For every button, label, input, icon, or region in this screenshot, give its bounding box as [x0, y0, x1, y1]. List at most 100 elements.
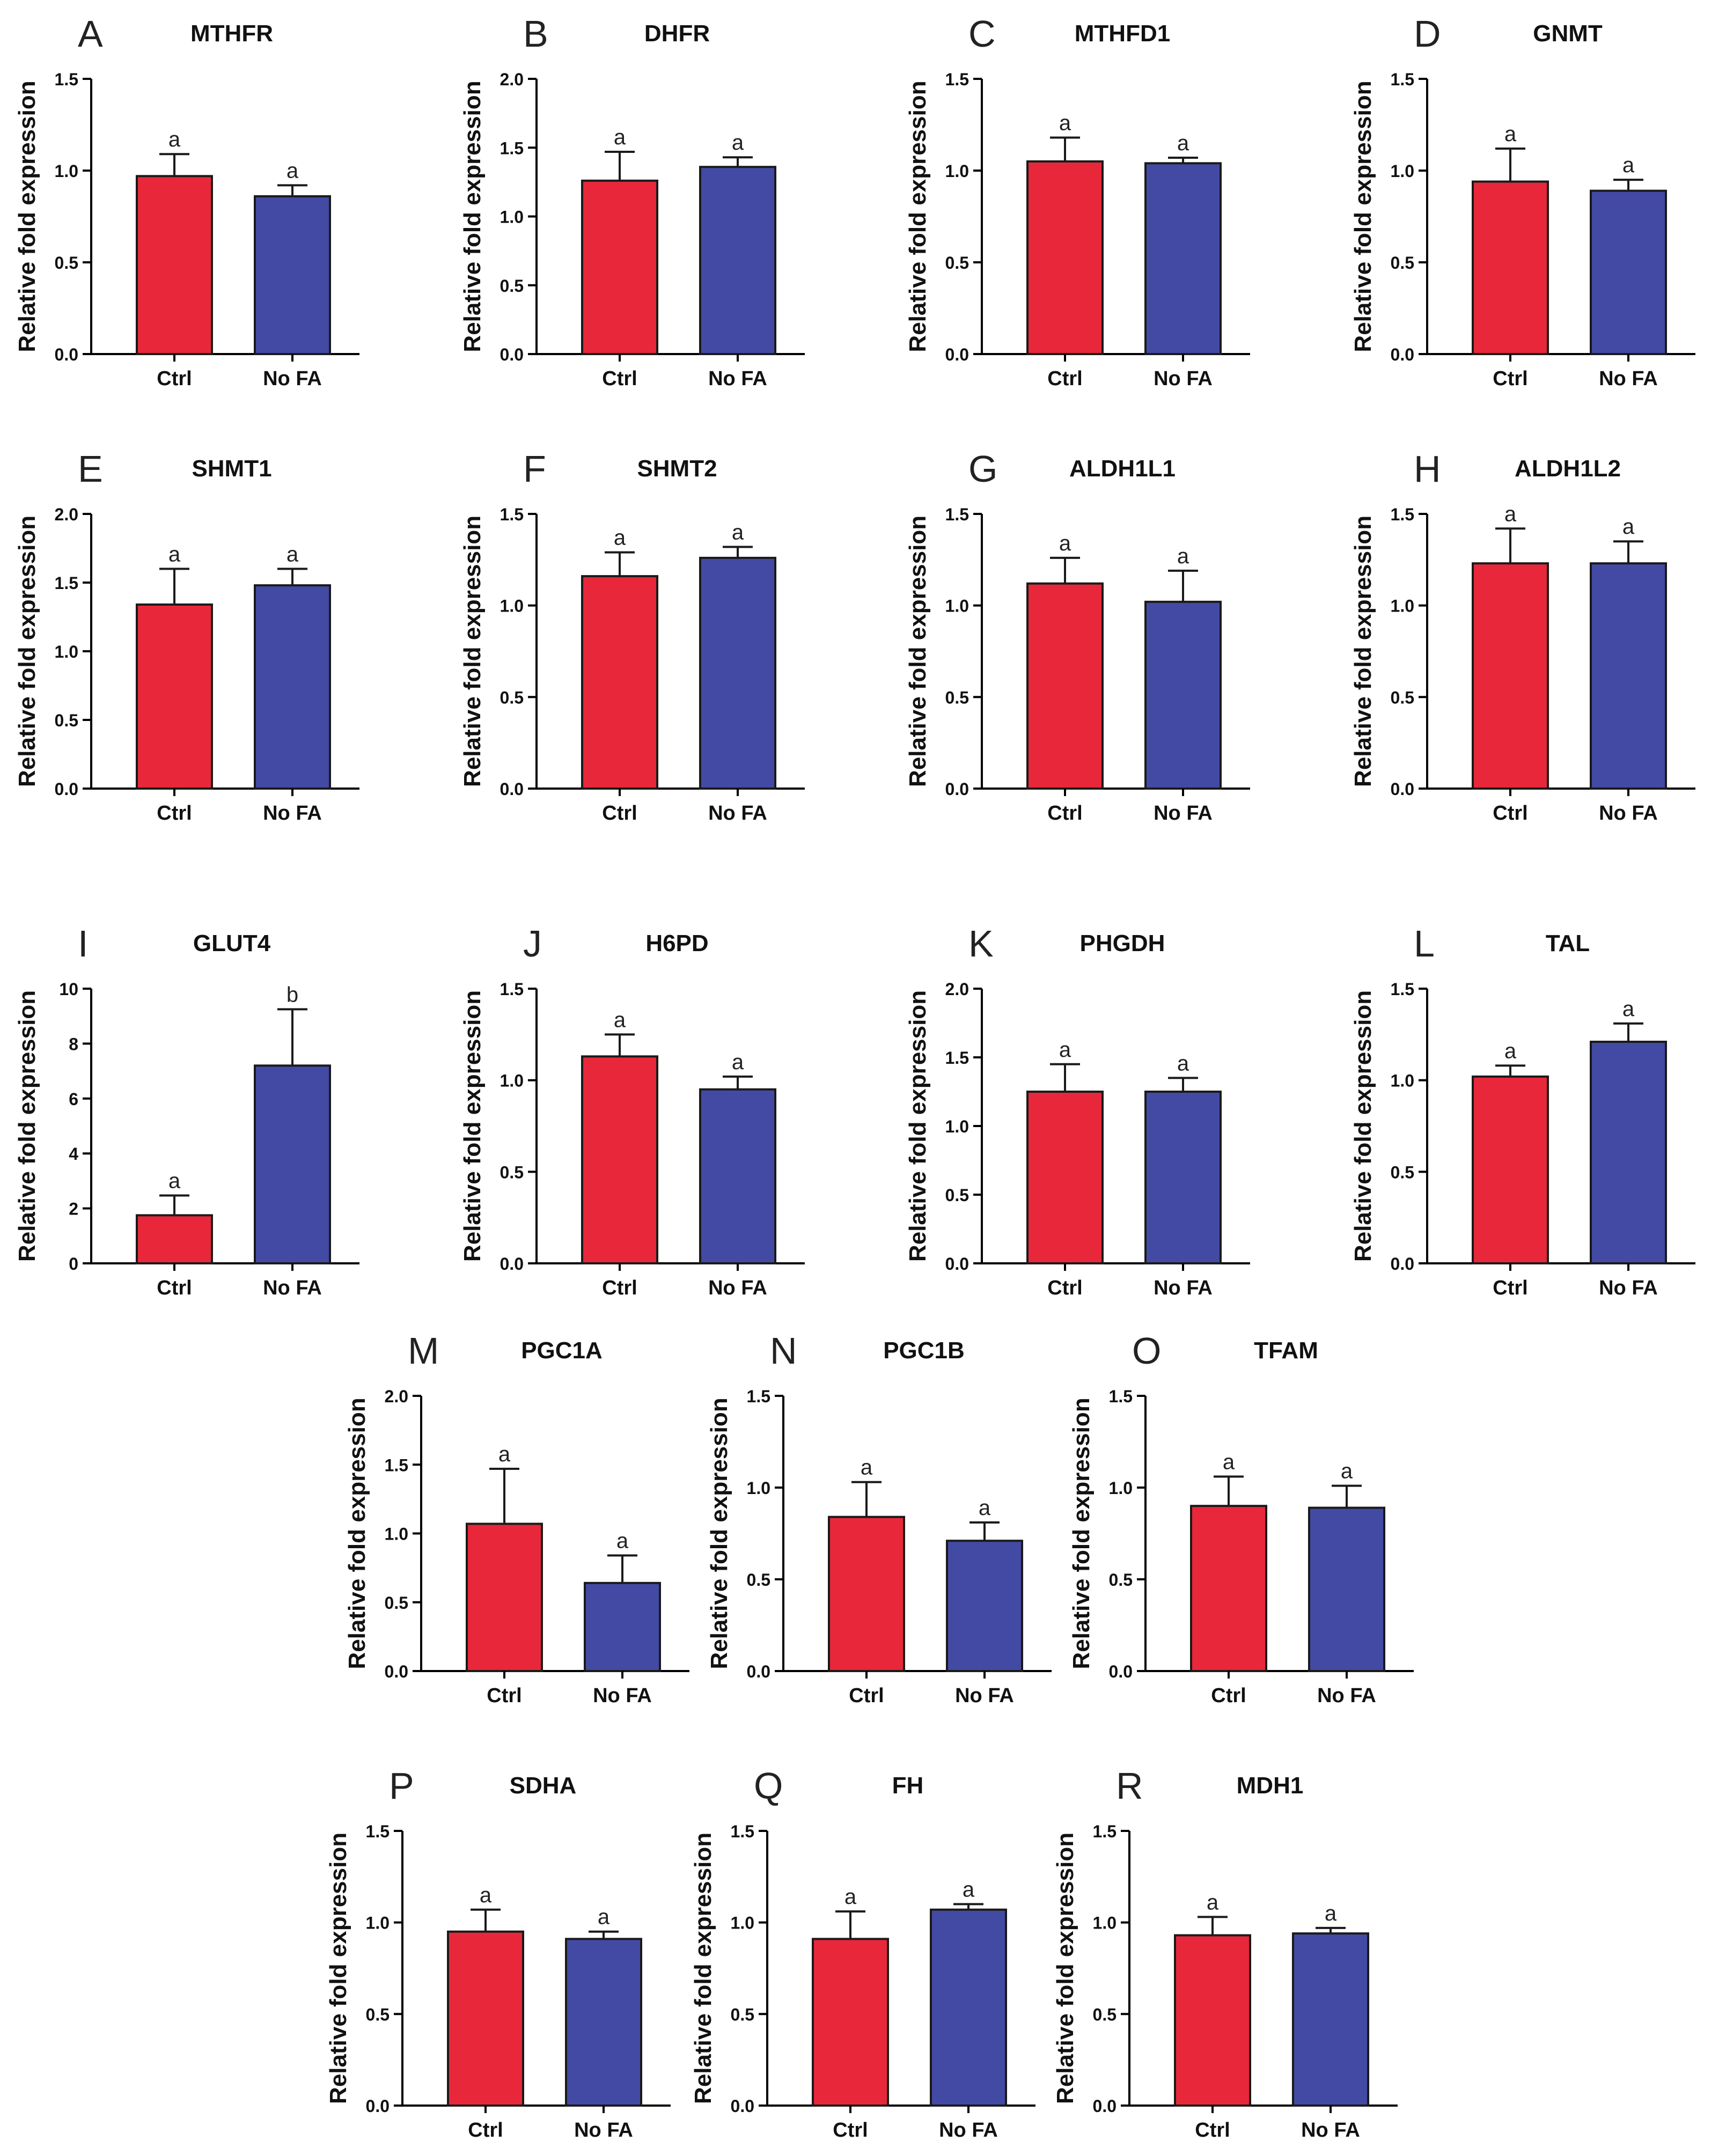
- x-tick-label: No FA: [263, 1277, 322, 1299]
- y-tick-label: 0.0: [1109, 1662, 1133, 1681]
- significance-letter: a: [1504, 1039, 1517, 1063]
- x-tick-label: Ctrl: [1493, 1277, 1527, 1299]
- bar-ctrl: [828, 1515, 905, 1672]
- significance-letter: a: [598, 1905, 610, 1929]
- y-tick-label: 1.5: [500, 505, 524, 524]
- panel-letter: B: [523, 13, 548, 55]
- chart-title: MTHFD1: [1075, 20, 1170, 47]
- panel-q: Q FH Relative fold expression 0.0 0.5 1.0 1.5 a…: [690, 1765, 1035, 2142]
- y-tick-label: 1.5: [945, 505, 969, 524]
- y-tick-label: 1.0: [500, 208, 524, 227]
- y-tick-label: 0.0: [1093, 2096, 1117, 2116]
- y-tick-label: 0.5: [1109, 1570, 1133, 1590]
- significance-letter: a: [614, 126, 626, 149]
- y-tick-label: 4: [69, 1144, 78, 1164]
- significance-letter: a: [861, 1456, 873, 1480]
- panel-letter: P: [389, 1765, 414, 1807]
- x-tick-label: No FA: [1154, 367, 1213, 390]
- x-tick-label: No FA: [1317, 1684, 1376, 1707]
- y-axis-label: Relative fold expression: [905, 80, 931, 352]
- bar-ctrl: [812, 1938, 889, 2107]
- y-tick-label: 1.0: [1109, 1478, 1133, 1498]
- x-tick-label: Ctrl: [468, 2119, 503, 2142]
- significance-letter: a: [1177, 1051, 1189, 1075]
- significance-letter: a: [1325, 1902, 1337, 1925]
- panel-letter: N: [770, 1330, 797, 1372]
- chart-title: H6PD: [645, 930, 708, 956]
- panel-e: E SHMT1 Relative fold expression 0.0 0.5 1.0 1…: [14, 448, 359, 825]
- y-axis-label: Relative fold expression: [459, 516, 486, 787]
- panel-letter: C: [968, 13, 996, 55]
- panel-letter: D: [1414, 13, 1441, 55]
- y-tick-label: 1.5: [1391, 980, 1414, 999]
- y-tick-label: 1.0: [55, 642, 78, 661]
- y-axis-label: Relative fold expression: [690, 1833, 716, 2104]
- y-tick-label: 1.5: [1109, 1387, 1133, 1406]
- y-tick-label: 2.0: [500, 70, 524, 89]
- panel-r: R MDH1 Relative fold expression 0.0 0.5 1.0 1.…: [1052, 1765, 1398, 2142]
- y-tick-label: 1.0: [1391, 597, 1414, 616]
- y-tick-label: 1.5: [747, 1387, 770, 1406]
- y-tick-label: 0.0: [366, 2096, 390, 2116]
- y-tick-label: 0.5: [1391, 688, 1414, 707]
- panel-letter: F: [523, 448, 546, 490]
- significance-letter: a: [732, 520, 744, 544]
- y-tick-label: 1.5: [1391, 505, 1414, 524]
- bar-nofa: [1144, 600, 1222, 790]
- y-tick-label: 0: [69, 1254, 78, 1274]
- y-tick-label: 1.0: [500, 597, 524, 616]
- significance-letter: a: [1207, 1890, 1219, 1914]
- y-tick-label: 0.5: [500, 276, 524, 296]
- bar-ctrl: [1174, 1934, 1251, 2107]
- y-axis-label: Relative fold expression: [905, 516, 931, 787]
- y-tick-label: 0.5: [500, 688, 524, 707]
- chart-title: PGC1B: [883, 1337, 965, 1364]
- significance-letter: a: [168, 128, 181, 151]
- y-tick-label: 0.0: [945, 345, 969, 364]
- y-tick-label: 0.0: [731, 2096, 754, 2116]
- panel-a: A MTHFR Relative fold expression 0.0 0.5 1.0 1…: [14, 13, 359, 390]
- x-tick-label: No FA: [263, 367, 322, 390]
- y-tick-label: 1.0: [747, 1478, 770, 1498]
- panel-l: L TAL Relative fold expression 0.0 0.5 1.0 1.5…: [1350, 923, 1695, 1299]
- significance-letter: a: [1622, 515, 1635, 539]
- bar-nofa: [699, 556, 776, 790]
- panel-letter: A: [78, 13, 103, 55]
- y-tick-label: 1.0: [1093, 1914, 1117, 1933]
- x-tick-label: No FA: [708, 802, 767, 825]
- y-tick-label: 1.5: [500, 138, 524, 158]
- y-tick-label: 0.0: [1391, 779, 1414, 799]
- significance-letter: a: [614, 1008, 626, 1032]
- y-tick-label: 1.0: [731, 1914, 754, 1933]
- y-tick-label: 0.5: [747, 1570, 770, 1590]
- y-axis-label: Relative fold expression: [459, 990, 486, 1262]
- bar-nofa: [699, 1088, 776, 1264]
- panel-letter: R: [1116, 1765, 1143, 1807]
- x-tick-label: Ctrl: [849, 1684, 884, 1707]
- x-tick-label: No FA: [593, 1684, 652, 1707]
- panel-o: O TFAM Relative fold expression 0.0 0.5 1.0 1.…: [1068, 1330, 1414, 1707]
- bar-ctrl: [581, 1055, 658, 1264]
- bar-nofa: [1292, 1932, 1369, 2107]
- panel-n: N PGC1B Relative fold expression 0.0 0.5 1.0 1…: [706, 1330, 1052, 1707]
- y-tick-label: 1.5: [500, 980, 524, 999]
- panel-b: B DHFR Relative fold expression 0.0 0.5 1.0 1.…: [459, 13, 805, 390]
- bar-ctrl: [1026, 160, 1104, 355]
- x-tick-label: No FA: [1154, 1277, 1213, 1299]
- significance-letter: a: [1504, 502, 1517, 526]
- significance-letter: a: [732, 1050, 744, 1074]
- chart-title: SHMT1: [192, 455, 271, 482]
- chart-title: MDH1: [1237, 1772, 1304, 1799]
- x-tick-label: No FA: [939, 2119, 998, 2142]
- x-tick-label: Ctrl: [1211, 1684, 1246, 1707]
- y-axis-label: Relative fold expression: [1068, 1397, 1095, 1669]
- bar-nofa: [1590, 189, 1667, 355]
- significance-letter: a: [614, 526, 626, 550]
- y-tick-label: 1.0: [55, 161, 78, 181]
- bar-ctrl: [136, 1214, 213, 1264]
- x-tick-label: Ctrl: [602, 1277, 637, 1299]
- y-tick-label: 1.0: [1391, 1071, 1414, 1091]
- y-tick-label: 0.5: [55, 253, 78, 273]
- y-axis-label: Relative fold expression: [344, 1397, 370, 1669]
- bar-nofa: [946, 1540, 1023, 1672]
